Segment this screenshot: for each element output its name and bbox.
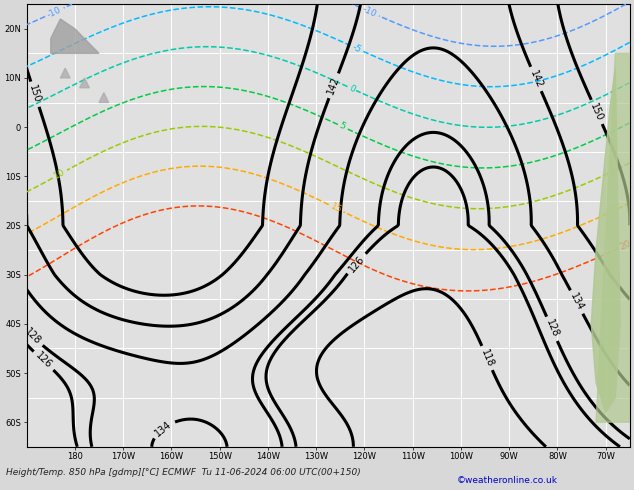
Text: 134: 134: [568, 292, 585, 313]
Text: -10: -10: [46, 5, 63, 20]
Text: 10: 10: [53, 168, 67, 181]
Text: 142: 142: [527, 69, 544, 90]
Text: 118: 118: [479, 347, 495, 368]
Polygon shape: [596, 53, 630, 422]
Polygon shape: [80, 78, 89, 88]
Polygon shape: [51, 19, 99, 53]
Text: 126: 126: [347, 253, 366, 274]
Text: Height/Temp. 850 hPa [gdmp][°C] ECMWF  Tu 11-06-2024 06:00 UTC(00+150): Height/Temp. 850 hPa [gdmp][°C] ECMWF Tu…: [6, 468, 361, 477]
Text: 150: 150: [588, 101, 605, 122]
Text: 126: 126: [34, 351, 54, 371]
Text: 0: 0: [347, 83, 356, 94]
Text: -5: -5: [351, 42, 363, 54]
Text: 134: 134: [153, 419, 174, 438]
Text: 15: 15: [329, 201, 343, 215]
Text: 128: 128: [23, 326, 42, 346]
Text: 142: 142: [326, 75, 342, 96]
Text: 5: 5: [337, 121, 347, 132]
Polygon shape: [99, 93, 108, 102]
Polygon shape: [592, 68, 620, 413]
Text: -10: -10: [361, 4, 378, 19]
Polygon shape: [60, 68, 70, 78]
Text: ©weatheronline.co.uk: ©weatheronline.co.uk: [456, 476, 557, 485]
Text: 150: 150: [27, 84, 42, 104]
Text: 20: 20: [619, 239, 633, 252]
Text: 128: 128: [544, 318, 560, 339]
